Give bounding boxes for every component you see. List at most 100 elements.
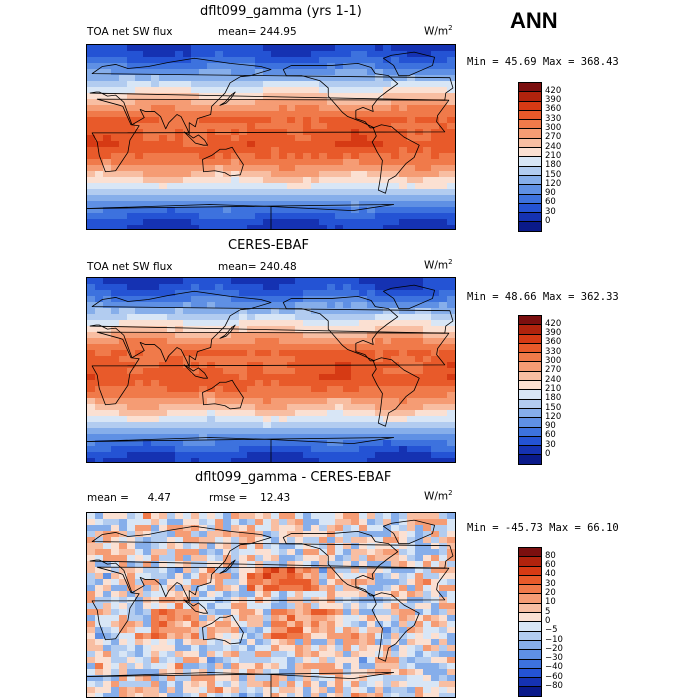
colorbar-swatch — [519, 185, 541, 195]
coastline — [383, 519, 435, 545]
colorbar-swatch — [519, 668, 541, 679]
coastline — [202, 614, 244, 645]
colorbar — [518, 82, 542, 232]
colorbar-swatch — [519, 585, 541, 595]
colorbar-tick-label: −30 — [545, 653, 563, 664]
colorbar-swatch — [519, 603, 541, 614]
coastline — [91, 331, 450, 406]
coastline — [89, 57, 454, 135]
rmse-label: rmse = — [209, 492, 248, 504]
colorbar-tick-label: 420 — [545, 85, 562, 96]
colorbar-swatch — [519, 557, 541, 567]
map-observation — [86, 277, 456, 463]
colorbar-swatch — [519, 325, 541, 335]
mean-label: mean= — [218, 261, 257, 273]
mean-stat: mean = 4.47 — [87, 492, 171, 504]
units-label: W/m2 — [424, 24, 453, 38]
colorbar-tick-label: 0 — [545, 449, 551, 459]
colorbar-swatch — [519, 594, 541, 604]
colorbar-tick-label: 120 — [545, 178, 562, 189]
coastline — [91, 98, 450, 173]
colorbar-swatch — [519, 148, 541, 158]
colorbar-swatch — [519, 120, 541, 130]
colorbar-tick-label: 60 — [545, 430, 556, 441]
coastline — [89, 525, 454, 603]
colorbar-tick-label: −40 — [545, 662, 563, 673]
colorbar-swatch — [519, 455, 541, 464]
colorbar-tick-label: 300 — [545, 123, 562, 133]
panel-title: dflt099_gamma - CERES-EBAF — [195, 470, 392, 485]
colorbar-swatch — [519, 353, 541, 363]
colorbar-tick-label: 20 — [545, 588, 556, 598]
colorbar-tick-label: 390 — [545, 328, 562, 339]
coastline — [371, 592, 420, 662]
variable-label: TOA net SW flux — [87, 26, 173, 38]
colorbar-tick-label: 150 — [545, 169, 562, 180]
colorbar-swatch — [519, 175, 541, 186]
minmax-label: Min = 45.69 Max = 368.43 — [467, 56, 619, 68]
coastline — [89, 290, 454, 368]
colorbar-tick-label: 10 — [545, 597, 556, 608]
colorbar-tick-label: −5 — [545, 625, 558, 636]
colorbar-tick-label: 330 — [545, 113, 562, 124]
colorbar-swatch — [519, 566, 541, 576]
colorbar-tick-label: 360 — [545, 337, 562, 348]
colorbar-tick-label: 80 — [545, 550, 556, 561]
colorbar-tick-label: 40 — [545, 569, 556, 580]
mean-label: mean = — [87, 492, 129, 504]
colorbar-tick-label: 0 — [545, 216, 551, 226]
colorbar-swatch — [519, 678, 541, 688]
map-difference — [86, 512, 456, 698]
colorbar-tick-label: 210 — [545, 150, 562, 161]
colorbar-swatch — [519, 427, 541, 437]
colorbar-tick-label: 270 — [545, 132, 562, 143]
units-label: W/m2 — [424, 489, 453, 503]
colorbar-swatch — [519, 316, 541, 326]
colorbar-swatch — [519, 640, 541, 651]
colorbar-swatch — [519, 390, 541, 400]
colorbar-tick-label: 270 — [545, 365, 562, 376]
coastline — [183, 131, 209, 146]
mean-value: 244.95 — [259, 26, 297, 38]
colorbar-swatch — [519, 83, 541, 93]
colorbar-tick-label: 60 — [545, 197, 556, 208]
coastline — [219, 559, 236, 574]
mean-stat: mean= 244.95 — [218, 26, 297, 38]
mean-stat: mean= 240.48 — [218, 261, 297, 273]
colorbar-swatch — [519, 687, 541, 696]
colorbar-tick-label: 30 — [545, 439, 556, 450]
colorbar-swatch — [519, 650, 541, 660]
colorbar-swatch — [519, 334, 541, 344]
colorbar-swatch — [519, 362, 541, 372]
colorbar-swatch — [519, 575, 541, 586]
rmse-value: 12.43 — [260, 492, 291, 504]
colorbar-swatch — [519, 222, 541, 231]
colorbar-swatch — [519, 446, 541, 456]
colorbar-swatch — [519, 203, 541, 214]
colorbar-swatch — [519, 659, 541, 669]
colorbar — [518, 315, 542, 465]
variable-label: TOA net SW flux — [87, 261, 173, 273]
colorbar-tick-label: −80 — [545, 681, 563, 691]
coastline — [202, 379, 244, 410]
colorbar-tick-label: 240 — [545, 141, 562, 152]
colorbar-tick-label: 300 — [545, 356, 562, 366]
colorbar-swatch — [519, 622, 541, 632]
colorbar-tick-label: 30 — [545, 206, 556, 217]
colorbar-swatch — [519, 157, 541, 167]
colorbar-swatch — [519, 343, 541, 354]
coastline — [183, 364, 209, 379]
colorbar-swatch — [519, 166, 541, 176]
colorbar-swatch — [519, 101, 541, 111]
colorbar-swatch — [519, 213, 541, 223]
colorbar-tick-label: −60 — [545, 671, 563, 682]
coastline — [371, 357, 420, 427]
colorbar-swatch — [519, 436, 541, 447]
colorbar-tick-label: 30 — [545, 578, 556, 589]
coastline — [371, 124, 420, 194]
colorbar-tick-label: 120 — [545, 411, 562, 422]
panel-title: CERES-EBAF — [228, 238, 309, 253]
colorbar-tick-label: 60 — [545, 560, 556, 571]
colorbar-tick-label: −10 — [545, 634, 563, 645]
colorbar-swatch — [519, 371, 541, 382]
